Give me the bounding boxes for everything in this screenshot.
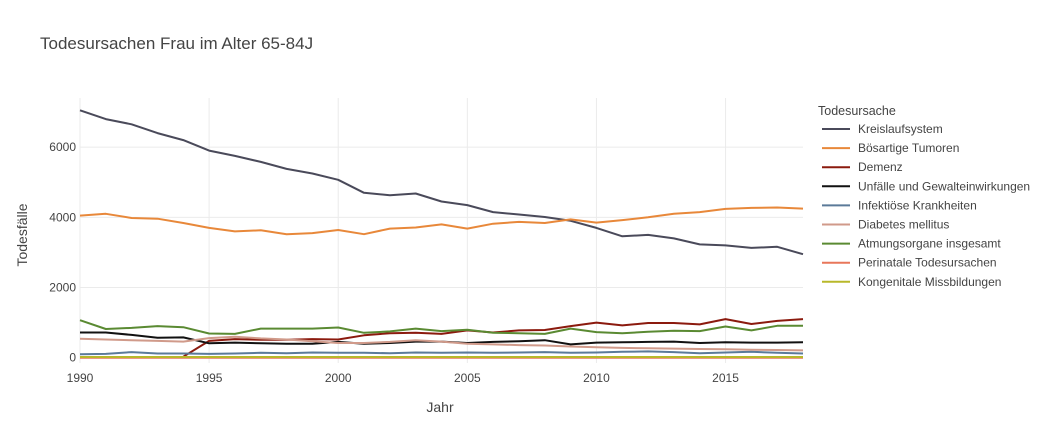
legend-title: Todesursache (818, 104, 896, 118)
x-tick-label: 2010 (583, 371, 610, 385)
legend-label: Unfälle und Gewalteinwirkungen (858, 179, 1030, 193)
legend-item[interactable]: Kreislaufsystem (822, 122, 943, 136)
legend[interactable]: Todesursache Kreislaufsystem Bösartige Tu… (818, 104, 1030, 289)
series-line[interactable] (182, 318, 804, 358)
legend-label: Perinatale Todesursachen (858, 256, 997, 270)
legend-label: Kongenitale Missbildungen (858, 275, 1001, 289)
legend-label: Atmungsorgane insgesamt (858, 237, 1001, 251)
x-tick-label: 1990 (67, 371, 94, 385)
x-axis-title: Jahr (426, 399, 454, 415)
legend-label: Bösartige Tumoren (858, 141, 959, 155)
y-tick-label: 2000 (49, 281, 76, 295)
legend-label: Demenz (858, 160, 903, 174)
legend-item[interactable]: Demenz (822, 160, 903, 174)
y-tick-label: 0 (69, 351, 76, 365)
series-line[interactable] (79, 109, 804, 256)
y-tick-label: 4000 (49, 210, 76, 224)
x-tick-label: 2015 (712, 371, 739, 385)
legend-item[interactable]: Perinatale Todesursachen (822, 256, 997, 270)
chart-title: Todesursachen Frau im Alter 65-84J (40, 34, 313, 53)
series-line[interactable] (79, 319, 803, 335)
legend-item[interactable]: Diabetes mellitus (822, 218, 949, 232)
y-axis-title: Todesfälle (14, 203, 30, 266)
series-line[interactable] (79, 350, 804, 356)
series-line[interactable] (79, 335, 804, 352)
y-axis-ticks: 0 2000 4000 6000 (49, 140, 76, 365)
y-tick-label: 6000 (49, 140, 76, 154)
series-line[interactable] (79, 206, 804, 236)
legend-item[interactable]: Kongenitale Missbildungen (822, 275, 1001, 289)
x-tick-label: 2005 (454, 371, 481, 385)
legend-label: Infektiöse Krankheiten (858, 198, 977, 212)
legend-item[interactable]: Unfälle und Gewalteinwirkungen (822, 179, 1030, 193)
x-tick-label: 1995 (196, 371, 223, 385)
series-lines (79, 109, 804, 359)
legend-label: Diabetes mellitus (858, 218, 949, 232)
x-axis-ticks: 1990 1995 2000 2005 2010 2015 (67, 371, 740, 385)
x-tick-label: 2000 (325, 371, 352, 385)
legend-item[interactable]: Bösartige Tumoren (822, 141, 959, 155)
legend-label: Kreislaufsystem (858, 122, 943, 136)
legend-item[interactable]: Atmungsorgane insgesamt (822, 237, 1001, 251)
legend-item[interactable]: Infektiöse Krankheiten (822, 198, 977, 212)
